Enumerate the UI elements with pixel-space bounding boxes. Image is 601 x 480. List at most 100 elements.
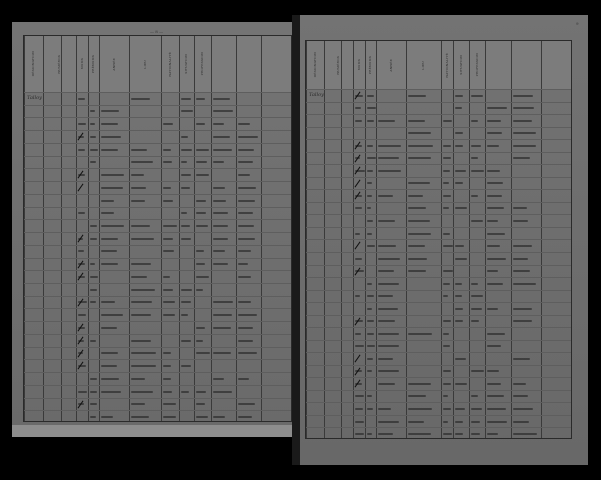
table-row xyxy=(24,219,291,221)
handwritten-entry xyxy=(455,295,463,298)
handwritten-entry xyxy=(378,219,395,222)
handwritten-entry xyxy=(163,314,175,317)
column-header-cell: NUMÉROS xyxy=(324,41,353,89)
handwritten-entry xyxy=(355,107,362,110)
handwritten-entry xyxy=(355,257,362,260)
handwritten-entry xyxy=(238,263,249,266)
handwritten-entry xyxy=(181,135,188,138)
handwritten-entry xyxy=(443,119,453,122)
column-header: ANNÉE xyxy=(388,58,393,72)
handwritten-entry xyxy=(487,132,502,135)
handwritten-entry xyxy=(131,314,151,317)
handwritten-entry xyxy=(487,370,499,373)
handwritten-entry xyxy=(90,339,96,342)
handwritten-entry xyxy=(131,301,152,304)
check-mark xyxy=(354,354,361,363)
handwritten-entry xyxy=(131,403,146,406)
handwritten-entry xyxy=(455,382,468,385)
check-mark xyxy=(354,241,361,250)
handwritten-entry xyxy=(487,107,507,110)
handwritten-entry xyxy=(487,169,500,172)
handwritten-entry xyxy=(443,169,451,172)
handwritten-entry xyxy=(487,408,507,411)
handwritten-entry xyxy=(90,390,97,393)
column-header: NOMS xyxy=(356,59,361,71)
column-rule xyxy=(211,36,212,421)
table-row xyxy=(24,117,291,119)
handwritten-entry xyxy=(238,339,253,342)
handwritten-entry xyxy=(408,94,426,97)
column-header: NATIONALITÉ xyxy=(167,51,172,77)
handwritten-entry xyxy=(487,282,503,285)
table-row xyxy=(306,327,571,329)
table-row xyxy=(306,201,571,203)
handwritten-entry xyxy=(443,320,451,323)
handwritten-entry xyxy=(471,307,483,310)
column-rule xyxy=(129,36,130,421)
handwritten-entry xyxy=(487,182,503,185)
handwritten-entry xyxy=(378,270,395,273)
column-header: DÉSIGNATION xyxy=(312,52,317,78)
table-row xyxy=(24,206,291,208)
handwritten-entry xyxy=(213,263,229,266)
handwritten-entry xyxy=(196,123,206,126)
handwritten-entry xyxy=(367,194,373,197)
handwritten-entry xyxy=(196,288,204,291)
column-rule xyxy=(76,36,77,421)
handwritten-entry xyxy=(455,433,464,436)
handwritten-entry xyxy=(213,326,232,329)
handwritten-entry xyxy=(196,199,206,202)
handwritten-entry xyxy=(471,370,484,373)
handwritten-entry xyxy=(455,307,464,310)
handwritten-entry xyxy=(513,270,530,273)
handwritten-entry xyxy=(367,332,375,335)
handwritten-entry xyxy=(355,433,364,436)
handwritten-entry xyxy=(101,110,119,113)
handwritten-entry xyxy=(181,97,191,100)
handwritten-entry xyxy=(78,174,86,177)
table-row xyxy=(24,384,291,386)
column-header-cell: PRÉNOMS xyxy=(88,36,99,92)
handwritten-entry xyxy=(367,107,376,110)
handwritten-entry xyxy=(78,314,86,317)
left-page: — 8 — DÉSIGNATION NUMÉROS NOMS PRÉNOMS ANNÉE… xyxy=(12,22,292,437)
handwritten-entry xyxy=(378,382,395,385)
handwritten-entry xyxy=(355,382,362,385)
handwritten-entry xyxy=(90,161,96,164)
table-row xyxy=(24,257,291,259)
handwritten-entry xyxy=(213,250,226,253)
book-gutter xyxy=(292,15,300,465)
handwritten-entry xyxy=(355,270,365,273)
handwritten-entry xyxy=(163,301,176,304)
handwritten-entry xyxy=(101,148,119,151)
table-row xyxy=(24,372,291,374)
handwritten-entry xyxy=(131,174,145,177)
table-row xyxy=(306,176,571,178)
handwritten-entry xyxy=(78,365,86,368)
handwritten-entry xyxy=(355,144,362,147)
handwritten-entry xyxy=(378,157,400,160)
handwritten-entry xyxy=(487,119,502,122)
handwritten-entry xyxy=(101,174,124,177)
handwritten-entry xyxy=(196,250,205,253)
handwritten-entry xyxy=(90,377,97,380)
handwritten-entry xyxy=(131,237,154,240)
handwritten-entry xyxy=(238,275,251,278)
table-row xyxy=(306,114,571,116)
handwritten-entry xyxy=(367,357,374,360)
handwritten-entry xyxy=(213,415,226,418)
handwritten-entry xyxy=(238,135,258,138)
table-row xyxy=(306,389,571,391)
handwritten-entry xyxy=(163,250,174,253)
handwritten-entry xyxy=(131,365,156,368)
handwritten-entry xyxy=(513,132,536,135)
page-number: 9 xyxy=(576,21,579,26)
handwritten-entry xyxy=(487,332,506,335)
handwritten-entry xyxy=(471,433,481,436)
column-header-cell: NUMÉROS xyxy=(43,36,76,92)
handwritten-entry xyxy=(78,250,84,253)
handwritten-entry xyxy=(378,370,399,373)
handwritten-entry xyxy=(131,148,147,151)
handwritten-entry xyxy=(443,232,450,235)
handwritten-entry xyxy=(443,433,453,436)
